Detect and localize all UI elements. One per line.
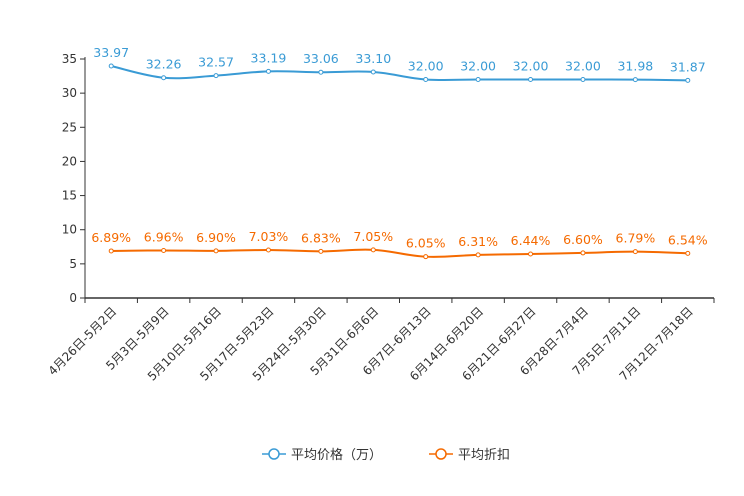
data-point — [265, 247, 271, 253]
legend-label: 平均折扣 — [458, 448, 510, 463]
data-point — [370, 247, 376, 253]
y-tick-label: 20 — [62, 154, 77, 168]
y-tick-label: 30 — [62, 86, 77, 100]
data-point — [580, 250, 586, 256]
data-label: 33.10 — [355, 51, 391, 66]
data-label: 31.87 — [670, 59, 706, 74]
data-label: 32.00 — [408, 58, 444, 73]
data-label: 7.05% — [353, 229, 393, 244]
data-label: 33.06 — [303, 51, 339, 66]
y-tick-label: 15 — [62, 189, 77, 203]
legend-marker-icon — [435, 448, 447, 460]
data-point — [108, 63, 114, 69]
data-label: 6.44% — [511, 233, 551, 248]
data-point — [370, 69, 376, 75]
y-tick-label: 5 — [69, 257, 77, 271]
data-label: 6.89% — [91, 230, 131, 245]
y-tick-label: 25 — [62, 120, 77, 134]
data-point — [475, 252, 481, 258]
data-point — [423, 254, 429, 260]
data-label: 31.98 — [617, 59, 653, 74]
y-tick-label: 35 — [62, 52, 77, 66]
data-label: 7.03% — [249, 229, 289, 244]
y-tick-label: 10 — [62, 223, 77, 237]
data-point — [580, 76, 586, 82]
data-label: 32.00 — [565, 58, 601, 73]
data-point — [423, 76, 429, 82]
data-label: 6.05% — [406, 236, 446, 251]
series-line-0 — [110, 65, 688, 82]
data-label: 6.79% — [616, 231, 656, 246]
data-point — [632, 249, 638, 255]
data-point — [318, 69, 324, 75]
data-point — [685, 250, 691, 256]
series-line-1 — [111, 248, 688, 258]
data-point — [161, 75, 167, 81]
data-label: 32.57 — [198, 55, 234, 70]
data-label: 6.83% — [301, 230, 341, 245]
data-label: 33.19 — [251, 50, 287, 65]
data-point — [632, 77, 638, 83]
data-point — [318, 248, 324, 254]
data-point — [528, 251, 534, 257]
data-label: 6.96% — [144, 229, 184, 244]
data-point — [213, 73, 219, 79]
data-point — [475, 76, 481, 82]
legend-marker-icon — [268, 448, 280, 460]
data-label: 32.26 — [146, 57, 182, 72]
data-label: 33.97 — [93, 45, 129, 60]
data-label: 6.54% — [668, 232, 708, 247]
data-label: 32.00 — [513, 58, 549, 73]
data-label: 32.00 — [460, 58, 496, 73]
legend-label: 平均价格（万） — [291, 447, 382, 463]
data-point — [213, 248, 219, 254]
data-label: 6.60% — [563, 232, 603, 247]
data-point — [108, 248, 114, 254]
data-point — [265, 68, 271, 74]
data-point — [685, 77, 691, 83]
y-tick-label: 0 — [69, 291, 77, 305]
data-label: 6.31% — [458, 234, 498, 249]
data-label: 6.90% — [196, 230, 236, 245]
data-point — [161, 247, 167, 253]
data-point — [528, 76, 534, 82]
